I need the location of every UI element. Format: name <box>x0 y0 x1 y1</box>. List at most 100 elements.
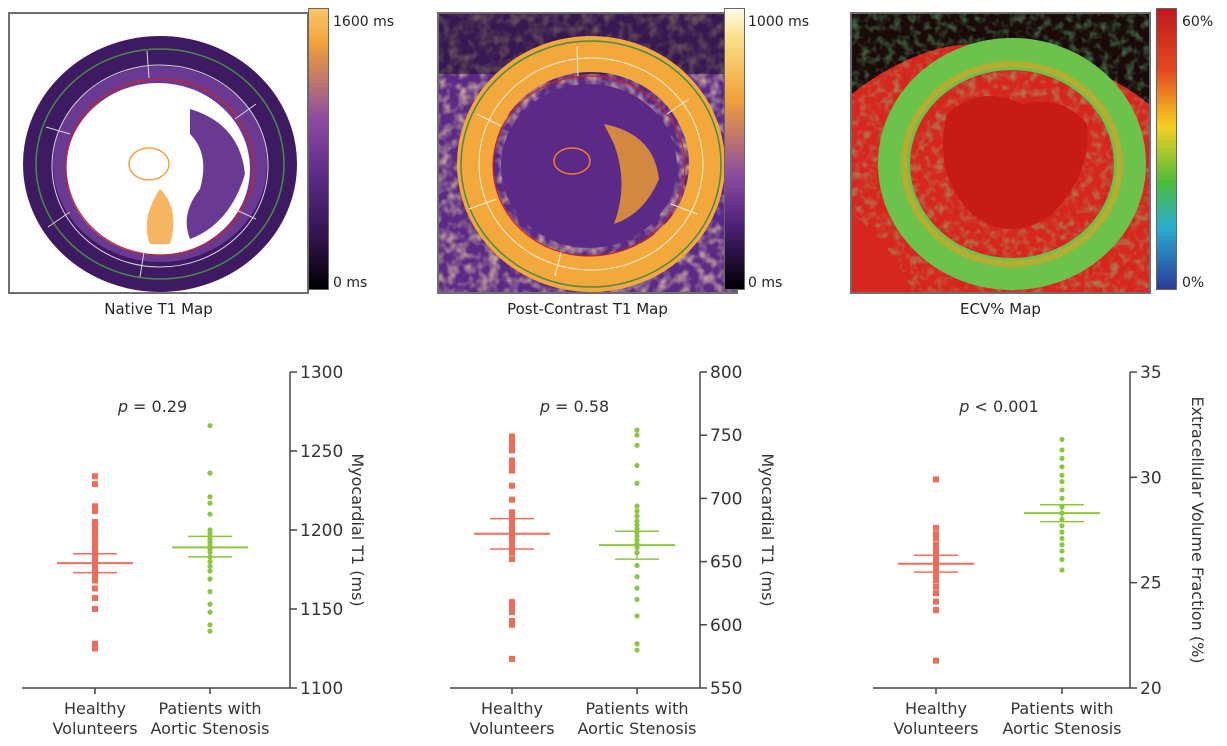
chart-0-stenosis-point <box>207 494 213 500</box>
chart-0-stenosis-point <box>207 511 213 517</box>
chart-1-healthy-point <box>509 549 515 556</box>
chart-2-stenosis-point <box>1059 567 1065 573</box>
chart-1-healthy-point <box>509 437 515 444</box>
chart-1-stenosis-point <box>634 508 640 514</box>
chart-0-healthy-point <box>92 549 98 556</box>
chart-0-healthy-point <box>92 528 98 535</box>
chart-2-y-axis-label: Extracellular Volume Fraction (%) <box>1188 396 1207 663</box>
chart-2-stenosis-point <box>1059 464 1065 470</box>
chart-1-healthy-point <box>509 496 515 503</box>
chart-1-category-label: Patients with Aortic Stenosis <box>578 699 697 738</box>
chart-0-stenosis-point <box>207 470 213 476</box>
chart-1-ytick-label: 750 <box>710 426 742 446</box>
chart-0-healthy-point <box>92 531 98 538</box>
chart-2-p-value: p < 0.001 <box>958 397 1039 416</box>
chart-0-stenosis-point <box>207 622 213 628</box>
chart-2-stenosis-point <box>1059 535 1065 542</box>
chart-1-stenosis-point <box>634 518 640 524</box>
chart-2-healthy-point <box>933 657 939 664</box>
chart-0-stenosis-point <box>207 601 213 607</box>
post-contrast-t1-map-image <box>437 12 738 294</box>
chart-2-healthy-point <box>933 590 939 597</box>
chart-1-healthy-point <box>509 442 515 449</box>
chart-0-stenosis-point <box>207 628 213 634</box>
chart-1-healthy-point <box>509 482 515 489</box>
native-map-caption: Native T1 Map <box>104 300 213 318</box>
chart-1-healthy-point <box>509 467 515 474</box>
chart-2-healthy-point <box>933 535 939 542</box>
chart-1-ytick-label: 600 <box>710 616 742 636</box>
chart-2-healthy-point <box>933 607 939 614</box>
chart-2-healthy-point <box>933 550 939 557</box>
chart-1-healthy-point <box>509 556 515 563</box>
chart-0-healthy-point <box>92 519 98 526</box>
post-contrast-colorbar-min-label: 0 ms <box>748 275 783 291</box>
chart-2-stenosis-point <box>1059 455 1065 461</box>
native-colorbar-max-label: 1600 ms <box>333 14 395 30</box>
chart-0-healthy-point <box>92 523 98 530</box>
chart-0-p-value: p = 0.29 <box>117 397 187 416</box>
chart-2-healthy-point <box>933 524 939 531</box>
chart-2-healthy-point <box>933 583 939 590</box>
chart-0-healthy-point <box>92 606 98 612</box>
chart-0-ytick-label: 1300 <box>300 363 343 383</box>
chart-1-healthy-point <box>509 462 515 469</box>
chart-1-ytick-label: 550 <box>710 679 742 699</box>
chart-1-stenosis-point <box>634 442 640 448</box>
native-t1-map-image <box>8 12 309 294</box>
chart-1-stenosis-point <box>634 585 640 591</box>
chart-2-healthy-point <box>933 531 939 538</box>
chart-2-stenosis-point <box>1059 542 1065 548</box>
chart-2-stenosis-point <box>1059 487 1065 493</box>
chart-2-stenosis-point <box>1059 436 1065 443</box>
chart-0-stenosis-point <box>207 563 213 569</box>
post-contrast-colorbar <box>724 8 745 290</box>
chart-0-healthy-point <box>92 539 98 546</box>
chart-1-healthy-point <box>509 609 515 616</box>
chart-2-stenosis-point <box>1059 529 1065 535</box>
chart-0-healthy-point <box>92 545 98 552</box>
chart-0-ytick-label: 1200 <box>300 521 343 541</box>
chart-0-stenosis-point <box>207 576 213 582</box>
chart-1-p-value: p = 0.58 <box>539 397 609 416</box>
ecv-colorbar-max-label: 60% <box>1182 14 1214 30</box>
chart-1-ytick-label: 800 <box>710 363 742 383</box>
chart-2-ytick-label: 30 <box>1140 468 1162 488</box>
chart-2-stenosis-point <box>1059 495 1065 501</box>
ecv-map-image <box>850 12 1151 294</box>
chart-0-healthy-point <box>92 481 98 488</box>
chart-2-category-label: Healthy Volunteers <box>893 699 978 738</box>
native-colorbar <box>308 8 329 290</box>
chart-0-ytick-label: 1150 <box>300 600 343 620</box>
chart-1-stenosis-point <box>634 462 640 469</box>
chart-1-stenosis-point <box>634 427 640 433</box>
chart-1-stenosis-point <box>634 562 640 568</box>
chart-1-stenosis-point <box>634 503 640 509</box>
chart-0-category-label: Patients with Aortic Stenosis <box>151 699 270 738</box>
chart-2-healthy-point <box>933 573 939 580</box>
post-contrast-map-caption: Post-Contrast T1 Map <box>507 300 668 318</box>
chart-0-category-label: Healthy Volunteers <box>52 699 137 738</box>
chart-0-stenosis-point <box>207 568 213 574</box>
chart-1-healthy-point <box>509 509 515 516</box>
chart-1-healthy-point <box>509 621 515 628</box>
chart-0-healthy-point <box>92 534 98 541</box>
chart-0-healthy-point <box>92 645 98 652</box>
chart-2-healthy-point <box>933 476 939 483</box>
chart-0-stenosis-point <box>207 559 213 565</box>
chart-1-healthy-point <box>509 655 515 662</box>
chart-1-category-label: Healthy Volunteers <box>469 699 554 738</box>
chart-0-healthy-point <box>92 473 98 480</box>
chart-1-stenosis-point <box>634 480 640 486</box>
chart-1-y-axis-label: Myocardial T1 (ms) <box>758 453 777 606</box>
chart-2-stenosis-point <box>1059 548 1065 554</box>
chart-0-healthy-point <box>92 585 98 592</box>
chart-0-healthy-point <box>92 594 98 601</box>
chart-1-stenosis-point <box>634 641 640 647</box>
chart-1-healthy-point <box>509 618 515 625</box>
chart-2-healthy-point <box>933 541 939 548</box>
chart-1-healthy-point <box>509 447 515 454</box>
chart-1-stenosis-point <box>634 574 640 580</box>
chart-1-ytick-label: 650 <box>710 553 742 573</box>
